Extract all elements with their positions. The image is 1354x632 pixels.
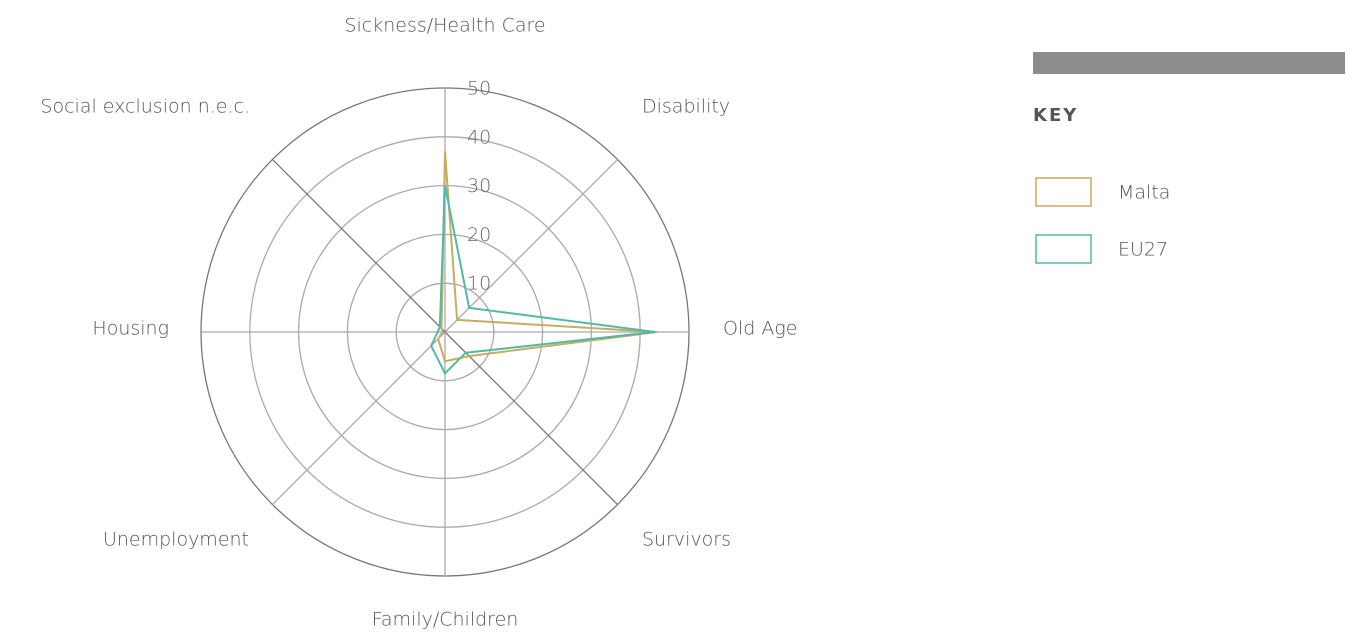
legend-swatch [1035,234,1092,264]
axis-spoke [444,331,618,505]
axis-label: Survivors [642,529,731,551]
axis-label: Unemployment [103,529,249,551]
r-tick-label: 40 [467,126,491,148]
legend-title: KEY [1033,105,1078,126]
r-tick-label: 50 [467,78,491,100]
legend-label: Malta [1118,182,1170,204]
r-tick-label: 20 [467,224,491,246]
axis-label: Housing [92,318,169,340]
axis-spoke [444,159,618,333]
axis-spoke [272,159,446,333]
axis-label: Disability [642,96,730,118]
series-line [437,151,658,363]
axis-label: Sickness/Health Care [344,15,545,37]
series-line [430,185,655,376]
r-tick-label: 10 [467,273,491,295]
legend-header-bar [1033,52,1345,74]
legend-label: EU27 [1118,239,1168,261]
axis-spoke [272,331,446,505]
axis-label: Family/Children [372,609,519,631]
legend-swatch [1035,177,1092,207]
axis-label: Old Age [723,318,797,340]
r-tick-label: 30 [467,175,491,197]
axis-label: Social exclusion n.e.c. [40,96,250,118]
